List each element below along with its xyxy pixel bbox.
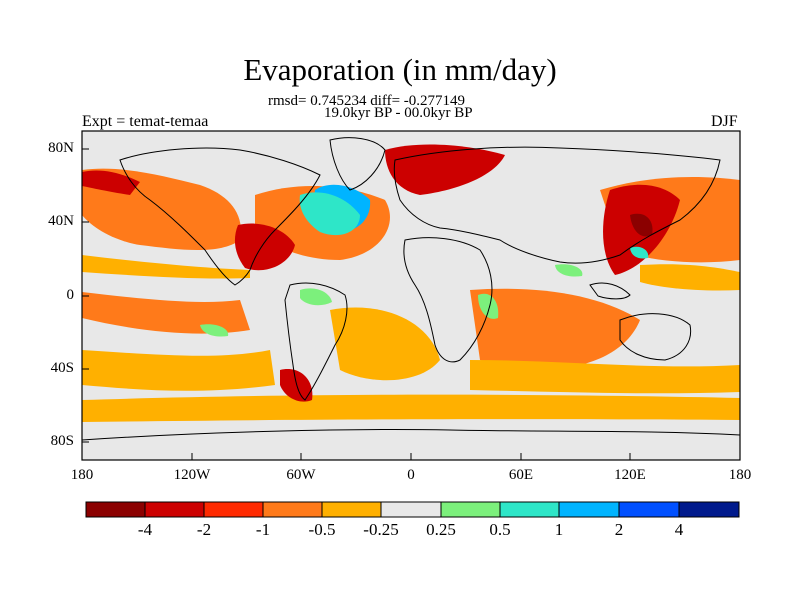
season-label: DJF bbox=[711, 113, 738, 130]
colorbar-box-1 bbox=[144, 501, 205, 518]
lon-tick-label: 60W bbox=[286, 467, 316, 483]
colorbar-box-3 bbox=[262, 501, 323, 518]
red-region-gulf-of-alaska bbox=[82, 170, 140, 195]
red-region-norwegian-sea bbox=[385, 144, 505, 195]
colorbar-label: -0.5 bbox=[308, 520, 336, 539]
lat-tick-label: 0 bbox=[66, 287, 75, 303]
orange-region-east-pacific-band bbox=[82, 255, 250, 279]
green-region-indian-ocean bbox=[555, 264, 583, 277]
colorbar-label: 0.5 bbox=[489, 520, 511, 539]
coast-australia bbox=[619, 313, 692, 361]
coast-africa bbox=[403, 237, 493, 363]
orange-region-indian-ocean bbox=[470, 288, 640, 370]
coast-north-america bbox=[119, 147, 321, 286]
colorbar-box-8 bbox=[558, 501, 620, 518]
lat-tick-label: 80N bbox=[48, 140, 74, 156]
map-field bbox=[82, 131, 740, 460]
cyan-region-west-pacific bbox=[630, 246, 649, 259]
green-region-east-africa bbox=[478, 293, 499, 319]
red-region-south-america-tip bbox=[280, 369, 313, 402]
lon-tick-label: 180 bbox=[728, 467, 752, 483]
lon-tick-label: 180 bbox=[70, 467, 94, 483]
colorbar-box-4 bbox=[321, 501, 382, 518]
lat-tick-label: 40N bbox=[48, 213, 74, 229]
coast-greenland bbox=[329, 137, 386, 191]
lon-tick-label: 120E bbox=[614, 467, 646, 483]
coast-south-america bbox=[284, 282, 348, 401]
colorbar-box-10 bbox=[678, 501, 740, 518]
axis-ticks bbox=[81, 148, 741, 460]
colorbar-label: -0.25 bbox=[363, 520, 399, 539]
green-region-south-pacific bbox=[200, 324, 229, 337]
red-region-gulf-of-mexico bbox=[234, 223, 295, 271]
colorbar-label: 2 bbox=[614, 520, 624, 539]
orange-region-southern-ocean bbox=[82, 394, 740, 422]
colorbar bbox=[85, 501, 740, 518]
period-line: 19.0kyr BP - 00.0kyr BP bbox=[324, 105, 473, 121]
colorbar-box-2 bbox=[203, 501, 264, 518]
orange-region-south-indian bbox=[470, 360, 740, 394]
green-region-tropical-atlantic bbox=[300, 288, 332, 306]
colorbar-box-6 bbox=[440, 501, 501, 518]
coast-antarctica bbox=[82, 428, 740, 441]
colorbar-box-7 bbox=[499, 501, 560, 518]
coast-maritime-continent bbox=[589, 282, 631, 300]
lon-tick-label: 0 bbox=[407, 467, 415, 483]
colorbar-box-5 bbox=[380, 501, 442, 518]
coast-eurasia bbox=[393, 146, 721, 264]
lat-tick-label: 80S bbox=[50, 433, 74, 449]
map-title: Evaporation (in mm/day) bbox=[243, 52, 557, 87]
colorbar-label: -1 bbox=[255, 520, 271, 539]
experiment-label: Expt = temat-temaa bbox=[82, 113, 209, 130]
colorbar-label: 1 bbox=[554, 520, 564, 539]
orange-region-equatorial-west-pacific bbox=[640, 264, 740, 291]
colorbar-label: 4 bbox=[674, 520, 684, 539]
orange-region-tropical-pacific bbox=[82, 292, 250, 334]
cyan-region-north-atlantic bbox=[299, 192, 360, 236]
orange-region-south-atlantic bbox=[330, 307, 440, 381]
lat-tick-label: 40S bbox=[50, 360, 74, 376]
colorbar-label: -4 bbox=[137, 520, 153, 539]
lon-tick-label: 120W bbox=[173, 467, 211, 483]
colorbar-label: 0.25 bbox=[426, 520, 456, 539]
lon-tick-label: 60E bbox=[508, 467, 534, 483]
colorbar-label: -2 bbox=[196, 520, 212, 539]
coastlines bbox=[82, 137, 740, 441]
colorbar-box-9 bbox=[618, 501, 680, 518]
colorbar-box-0 bbox=[85, 501, 146, 518]
stats-line: rmsd= 0.745234 diff= -0.277149 bbox=[268, 93, 466, 109]
red-region-east-china-sea bbox=[630, 213, 653, 237]
orange-region-south-pacific bbox=[82, 350, 275, 391]
